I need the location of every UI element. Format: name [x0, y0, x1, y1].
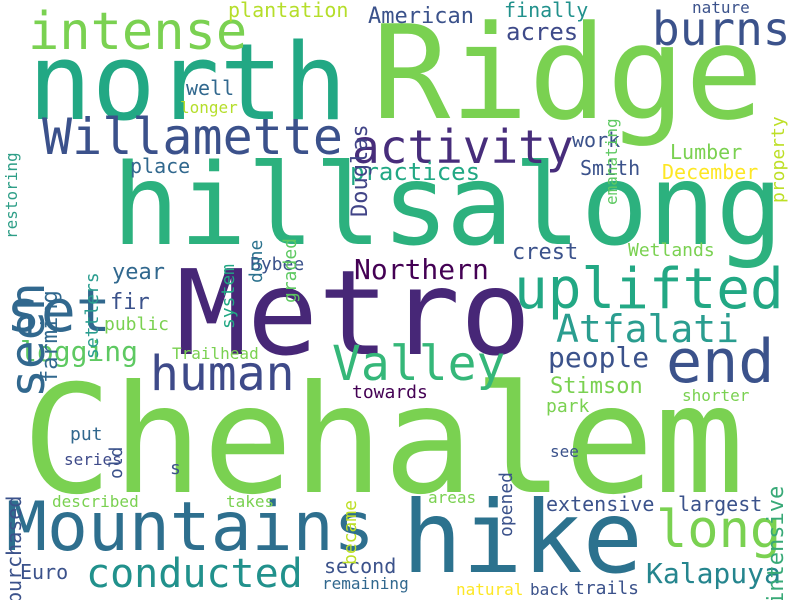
word-purchased: purchased	[2, 495, 26, 600]
word-park: park	[546, 396, 590, 417]
word-valley: Valley	[332, 336, 506, 392]
word-s: s	[170, 458, 181, 479]
word-along: along	[446, 141, 784, 271]
word-became: became	[340, 499, 361, 565]
word-north: north	[28, 21, 348, 144]
word-metro: Metro	[176, 244, 532, 382]
word-trailhead: Trailhead	[172, 344, 259, 363]
word-lumber: Lumber	[670, 140, 743, 164]
word-extensive: extensive	[546, 492, 655, 516]
word-bybee: Bybee	[250, 254, 305, 275]
word-emanating: emanating	[602, 118, 621, 205]
word-people: people	[548, 341, 650, 374]
word-intense: intense	[28, 2, 248, 62]
word-stimson: Stimson	[550, 374, 643, 399]
word-willamette: Willamette	[42, 108, 344, 166]
word-public: public	[104, 314, 170, 335]
word-ridge: Ridge	[372, 0, 764, 149]
word-finally: finally	[504, 0, 589, 22]
word-practices: practices	[350, 158, 481, 186]
word-natural: natural	[456, 580, 524, 599]
word-takes: takes	[226, 492, 275, 511]
word-acres: acres	[506, 18, 579, 46]
word-logging: logging	[20, 335, 139, 368]
word-restoring: restoring	[2, 152, 21, 239]
word-uplifted: uplifted	[514, 257, 784, 322]
word-year: year	[112, 260, 165, 285]
word-longer: longer	[180, 98, 238, 117]
word-december: December	[662, 160, 759, 184]
word-euro: Euro	[20, 560, 69, 584]
word-northern: Northern	[354, 253, 489, 286]
word-areas: areas	[428, 488, 477, 507]
word-long: long	[656, 500, 782, 560]
word-mountains: Mountains	[6, 488, 375, 567]
word-well: well	[186, 76, 235, 100]
word-farming: farming	[38, 290, 63, 383]
word-see: see	[550, 442, 579, 461]
word-hills: hills	[112, 141, 450, 271]
word-system: system	[218, 263, 239, 329]
word-put: put	[70, 424, 103, 445]
word-hike: hike	[402, 479, 643, 596]
word-kalapuya: Kalapuya	[646, 557, 781, 590]
word-wetlands: Wetlands	[628, 240, 715, 261]
word-second: second	[324, 554, 397, 578]
word-towards: towards	[352, 382, 428, 403]
word-chehalem: Chehalem	[22, 354, 745, 528]
word-remaining: remaining	[322, 574, 409, 593]
word-back: back	[530, 580, 569, 599]
word-series: series	[64, 450, 122, 469]
word-human: human	[150, 346, 295, 402]
word-trails: trails	[574, 578, 640, 599]
word-burns: burns	[652, 2, 791, 56]
word-atfalati: Atfalati	[556, 307, 740, 351]
word-conducted: conducted	[86, 551, 303, 597]
word-opened: opened	[496, 471, 517, 537]
word-work: work	[572, 128, 621, 152]
word-smith: Smith	[580, 156, 641, 180]
word-nature: nature	[692, 0, 750, 17]
word-crest: crest	[512, 240, 579, 265]
word-intensive: intensive	[764, 485, 789, 600]
word-settlers: settlers	[82, 272, 103, 359]
word-old: old	[106, 446, 127, 479]
word-fir: fir	[110, 290, 150, 315]
word-activity: activity	[352, 120, 574, 174]
word-done: done	[246, 239, 267, 283]
word-largest: largest	[678, 492, 763, 516]
word-property: property	[768, 116, 789, 203]
word-american: American	[368, 4, 474, 29]
word-graded: graded	[280, 237, 301, 303]
word-place: place	[130, 154, 191, 178]
word-plantation: plantation	[228, 0, 349, 22]
word-described: described	[52, 492, 139, 511]
word-shorter: shorter	[682, 386, 750, 405]
word-douglas: Douglas	[348, 124, 373, 217]
word-set: set	[6, 277, 111, 345]
word-end: end	[666, 327, 775, 397]
